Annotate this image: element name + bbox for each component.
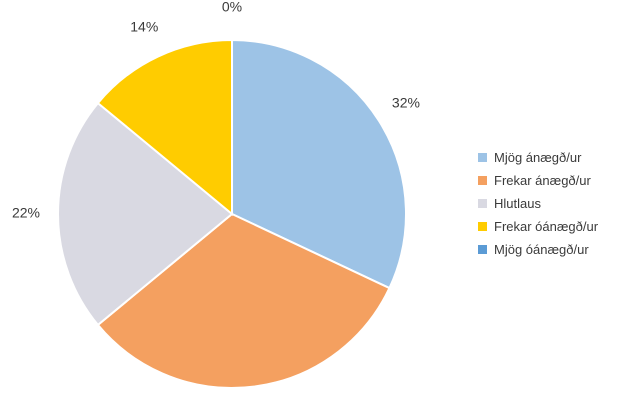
legend-swatch-frekar-oanaegd — [478, 222, 487, 231]
pie-slice-mjog-an-gd-ur — [231, 38, 407, 290]
legend-item-mjog-anaegd: Mjög ánægð/ur — [478, 146, 598, 169]
data-label-mjog-oan-gd-ur: 0% — [222, 0, 242, 15]
legend-label-hlutlaus: Hlutlaus — [494, 196, 541, 211]
data-label-frekar-oan-gd-ur: 14% — [130, 18, 158, 34]
pie-labels: 32% 32% 22% 14% 0% — [12, 0, 420, 412]
legend-label-mjog-oanaegd: Mjög óánægð/ur — [494, 242, 589, 257]
legend-swatch-frekar-anaegd — [478, 176, 487, 185]
legend-label-frekar-oanaegd: Frekar óánægð/ur — [494, 219, 599, 234]
data-label-mjog-an-gd-ur: 32% — [392, 94, 420, 110]
pie-slices — [57, 38, 407, 389]
legend-label-frekar-anaegd: Frekar ánægð/ur — [494, 173, 591, 188]
legend-item-mjog-oanaegd: Mjög óánægð/ur — [478, 238, 598, 261]
data-label-frekar-an-gd-ur: 32% — [244, 409, 272, 412]
legend-item-hlutlaus: Hlutlaus — [478, 192, 598, 215]
legend-label-mjog-anaegd: Mjög ánægð/ur — [494, 150, 582, 165]
pie-slice-frekar-oan-gd-ur — [96, 38, 233, 217]
legend-swatch-mjog-anaegd — [478, 153, 487, 162]
legend-swatch-hlutlaus — [478, 199, 487, 208]
legend-item-frekar-anaegd: Frekar ánægð/ur — [478, 169, 598, 192]
pie-slice-frekar-an-gd-ur — [96, 212, 391, 389]
legend-swatch-mjog-oanaegd — [478, 245, 487, 254]
data-label-hlutlaus: 22% — [12, 205, 40, 221]
legend-item-frekar-oanaegd: Frekar óánægð/ur — [478, 215, 598, 238]
legend: Mjög ánægð/ur Frekar ánægð/ur Hlutlaus F… — [478, 146, 598, 261]
pie-slice-hlutlaus — [57, 101, 234, 327]
